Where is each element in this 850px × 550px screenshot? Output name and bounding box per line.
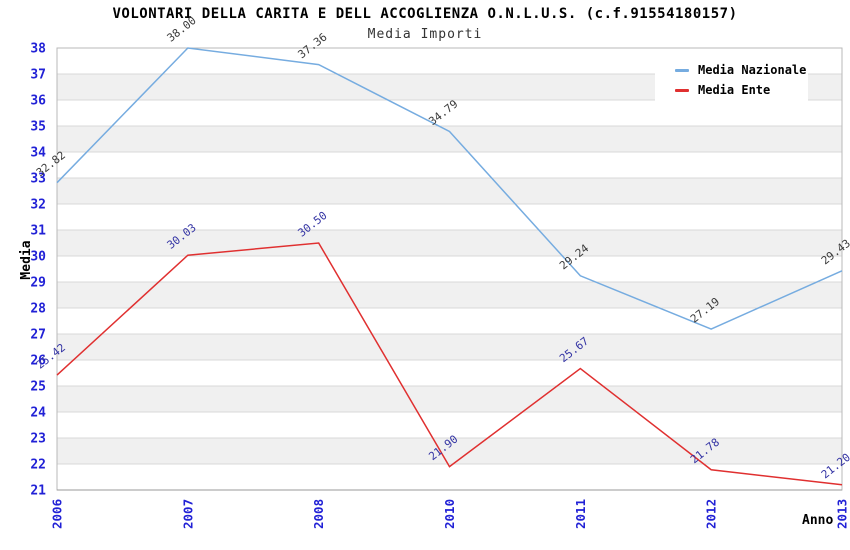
legend-label-media-nazionale: Media Nazionale <box>698 63 807 77</box>
svg-text:2008: 2008 <box>311 499 326 529</box>
svg-text:2010: 2010 <box>442 499 457 529</box>
legend-item-media-nazionale: Media Nazionale <box>655 63 808 77</box>
svg-text:2011: 2011 <box>573 499 588 529</box>
x-axis-title: Anno <box>802 513 834 528</box>
svg-text:30: 30 <box>30 250 46 265</box>
svg-text:2006: 2006 <box>50 499 65 529</box>
svg-text:2012: 2012 <box>704 499 719 529</box>
svg-text:37: 37 <box>30 68 46 83</box>
legend-marker-media-nazionale-icon <box>675 68 689 72</box>
chart-title: VOLONTARI DELLA CARITA E DELL ACCOGLIENZ… <box>112 6 738 22</box>
svg-text:21: 21 <box>30 484 46 499</box>
svg-text:22: 22 <box>30 458 46 473</box>
svg-text:38.00: 38.00 <box>165 14 199 45</box>
svg-text:23: 23 <box>30 432 46 447</box>
svg-text:2013: 2013 <box>835 499 850 529</box>
svg-text:2007: 2007 <box>180 499 195 529</box>
series-line-media-nazionale <box>56 47 843 330</box>
series-line-media-ente <box>56 242 843 486</box>
svg-text:31: 31 <box>30 224 46 239</box>
svg-text:29: 29 <box>30 276 46 291</box>
legend: Media Nazionale Media Ente <box>655 57 808 103</box>
svg-text:34: 34 <box>30 146 46 161</box>
svg-text:27: 27 <box>30 328 46 343</box>
svg-text:32: 32 <box>30 198 46 213</box>
legend-item-media-ente: Media Ente <box>655 83 808 97</box>
svg-text:24: 24 <box>30 406 46 421</box>
svg-text:33: 33 <box>30 172 46 187</box>
y-axis-tick-labels: 21 22 23 24 25 26 27 28 29 30 31 32 33 34 35 36 37 38 <box>30 42 46 499</box>
legend-label-media-ente: Media Ente <box>698 83 771 97</box>
x-axis-tick-labels: 2006 2007 2008 2010 2011 2012 2013 <box>50 499 850 529</box>
svg-text:25: 25 <box>30 380 46 395</box>
svg-text:38: 38 <box>30 42 46 57</box>
legend-marker-media-ente-icon <box>675 88 689 92</box>
svg-text:36: 36 <box>30 94 46 109</box>
svg-text:28: 28 <box>30 302 46 317</box>
chart-subtitle: Media Importi <box>367 27 483 42</box>
svg-text:26: 26 <box>30 354 46 369</box>
svg-text:35: 35 <box>30 120 46 135</box>
